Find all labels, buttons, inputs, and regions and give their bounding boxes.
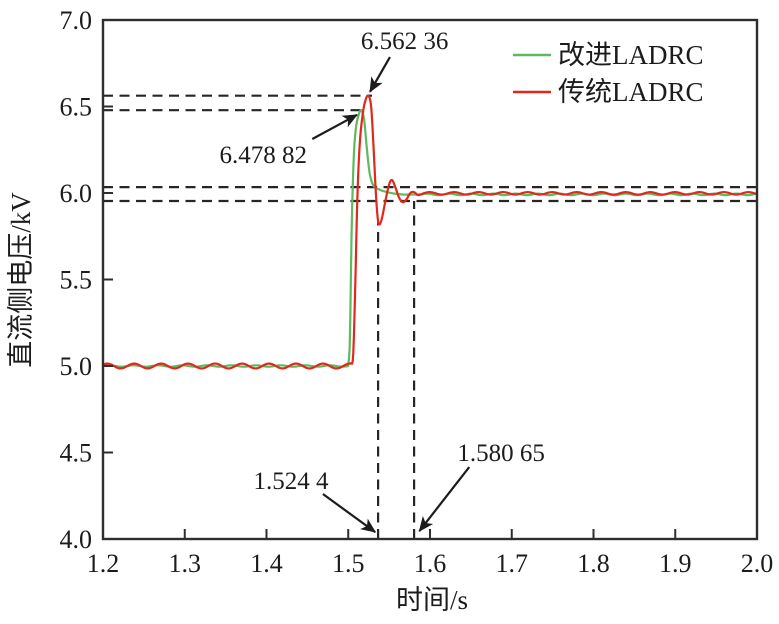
dashed-hlines [103,94,757,203]
y-tick-label: 6.0 [60,179,93,208]
legend: 改进LADRC 传统LADRC [513,40,704,107]
y-tick-label: 6.5 [60,93,93,122]
y-tick-label: 5.5 [60,266,93,295]
annotation-arrow-peak-traditional [369,56,391,93]
x-tick-label: 1.4 [250,549,283,578]
y-axis-title: 直流侧电压/kV [6,192,36,368]
legend-label-traditional-ladrc: 传统LADRC [558,77,704,107]
x-tick-label: 1.8 [577,549,610,578]
axis-ticks: 1.2 1.3 1.4 1.5 1.6 1.7 1.8 1.9 2.0 4.0 4.5 5.0 5.5 6… [60,6,774,578]
dashed-vlines [377,201,416,539]
y-tick-label: 4.0 [60,525,93,554]
y-tick-label: 4.5 [60,439,93,468]
x-tick-label: 1.3 [169,549,202,578]
x-tick-label: 1.7 [496,549,529,578]
x-tick-label: 1.9 [659,549,692,578]
x-axis-title: 时间/s [396,585,468,615]
x-tick-label: 1.6 [414,549,447,578]
series-lines [101,94,759,370]
annotation-arrow-time-peak [322,493,377,533]
legend-label-improved-ladrc: 改进LADRC [558,40,704,70]
annotations: 6.562 36 6.478 82 1.524 4 1.580 65 [219,28,545,533]
annotation-label-peak-improved: 6.478 82 [219,142,307,169]
x-tick-label: 1.5 [332,549,365,578]
y-tick-label: 7.0 [60,6,93,35]
x-tick-label: 2.0 [741,549,774,578]
annotation-label-time-peak: 1.524 4 [254,468,330,495]
annotation-label-peak-traditional: 6.562 36 [361,28,449,55]
traditional-ladrc-line [101,94,759,370]
x-tick-label: 1.2 [87,549,120,578]
improved-ladrc-line [101,108,759,368]
y-tick-label: 5.0 [60,352,93,381]
annotation-arrow-time-settle [418,466,471,532]
annotation-arrow-peak-improved [311,113,358,140]
annotation-label-time-settle: 1.580 65 [457,440,545,467]
